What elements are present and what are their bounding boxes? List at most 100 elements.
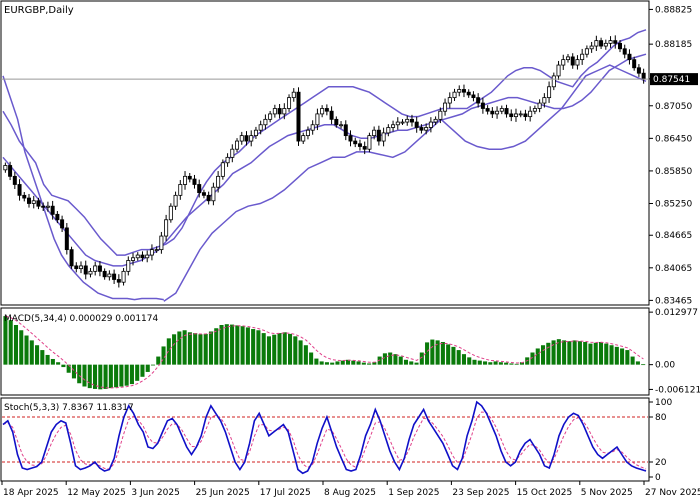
macd-bar xyxy=(224,324,229,365)
candle xyxy=(88,268,93,278)
bollinger-lower-band xyxy=(163,64,647,302)
macd-bar xyxy=(266,336,271,365)
candle xyxy=(263,114,268,130)
candle xyxy=(258,120,263,135)
candle xyxy=(282,103,287,120)
candle xyxy=(490,107,495,119)
candle xyxy=(107,270,112,281)
macd-histogram xyxy=(3,316,646,390)
macd-bar xyxy=(403,359,409,365)
macd-bar xyxy=(87,364,92,389)
candle xyxy=(50,200,55,220)
candle xyxy=(154,246,159,253)
price-tick-label: 0.86450 xyxy=(655,134,692,144)
candle xyxy=(8,161,13,181)
candle xyxy=(570,53,575,69)
candle xyxy=(461,84,466,98)
price-candles xyxy=(3,35,646,288)
macd-bar xyxy=(535,348,540,365)
candle xyxy=(3,162,8,173)
candle xyxy=(168,203,173,223)
candle xyxy=(414,116,419,133)
macd-bar xyxy=(435,340,440,365)
candle xyxy=(599,37,604,49)
candle xyxy=(542,93,547,108)
current-price-label: 0.87541 xyxy=(653,75,690,85)
candle xyxy=(395,117,400,130)
macd-bar xyxy=(40,350,45,365)
time-tick-label: 18 Apr 2025 xyxy=(3,488,59,498)
candle xyxy=(225,153,230,167)
candle xyxy=(121,268,126,286)
candle xyxy=(135,252,140,261)
macd-bar xyxy=(414,362,419,365)
macd-bar xyxy=(198,334,203,365)
candle xyxy=(272,104,277,118)
candle xyxy=(206,191,211,205)
macd-bar xyxy=(45,354,50,365)
candle xyxy=(249,130,254,147)
candle xyxy=(310,120,315,135)
macd-bar xyxy=(129,364,134,385)
macd-bar xyxy=(3,316,8,365)
candle xyxy=(112,269,117,284)
macd-bar xyxy=(514,363,519,365)
candle xyxy=(145,250,150,263)
macd-title: MACD(5,34,4) 0.000029 0.001174 xyxy=(4,314,159,324)
macd-bar xyxy=(425,342,430,365)
candle xyxy=(405,115,410,126)
macd-bar xyxy=(293,336,298,365)
candle xyxy=(36,197,41,210)
macd-bar xyxy=(614,346,619,365)
macd-bar xyxy=(472,359,477,365)
candle xyxy=(632,56,637,71)
candle xyxy=(97,261,102,277)
price-tick-label: 0.83465 xyxy=(655,296,692,306)
current-price-badge xyxy=(650,73,698,86)
candle xyxy=(27,193,32,208)
macd-bar xyxy=(556,339,561,365)
macd-bar xyxy=(340,360,345,365)
macd-bar xyxy=(19,330,24,365)
time-tick-label: 15 Oct 2025 xyxy=(517,488,573,498)
candle xyxy=(55,211,60,224)
time-axis: 18 Apr 2025 12 May 2025 3 Jun 2025 25 Jun 2… xyxy=(1,481,700,498)
candle xyxy=(409,114,414,127)
candle xyxy=(438,107,443,124)
candle xyxy=(131,252,136,266)
macd-bar xyxy=(214,328,219,365)
bollinger-upper-band xyxy=(2,29,647,256)
candle xyxy=(291,88,296,102)
candle xyxy=(178,179,183,200)
candle xyxy=(485,105,490,115)
candle xyxy=(613,35,618,49)
macd-bar xyxy=(546,342,551,365)
candle xyxy=(301,132,306,144)
candle xyxy=(197,179,202,198)
price-tick-label: 0.85850 xyxy=(655,167,692,177)
macd-bar xyxy=(119,364,124,387)
candle xyxy=(523,109,528,121)
candle xyxy=(362,141,367,155)
candle xyxy=(296,87,301,146)
candle xyxy=(220,159,225,180)
candle xyxy=(187,173,192,183)
macd-bar xyxy=(82,364,87,387)
candle xyxy=(339,121,344,129)
stoch-levels xyxy=(2,416,648,463)
macd-bar xyxy=(530,352,535,365)
candle xyxy=(149,244,154,261)
candle xyxy=(324,104,329,116)
macd-bar xyxy=(261,333,266,365)
macd-bar xyxy=(98,364,103,390)
candle xyxy=(504,104,509,118)
time-tick-label: 23 Sep 2025 xyxy=(452,488,509,498)
macd-bar xyxy=(172,334,177,365)
candle xyxy=(495,106,500,119)
candle xyxy=(499,105,504,115)
macd-bar xyxy=(509,363,514,365)
price-tick-label: 0.85250 xyxy=(655,199,692,209)
candle xyxy=(253,126,258,139)
macd-bar xyxy=(488,362,493,365)
